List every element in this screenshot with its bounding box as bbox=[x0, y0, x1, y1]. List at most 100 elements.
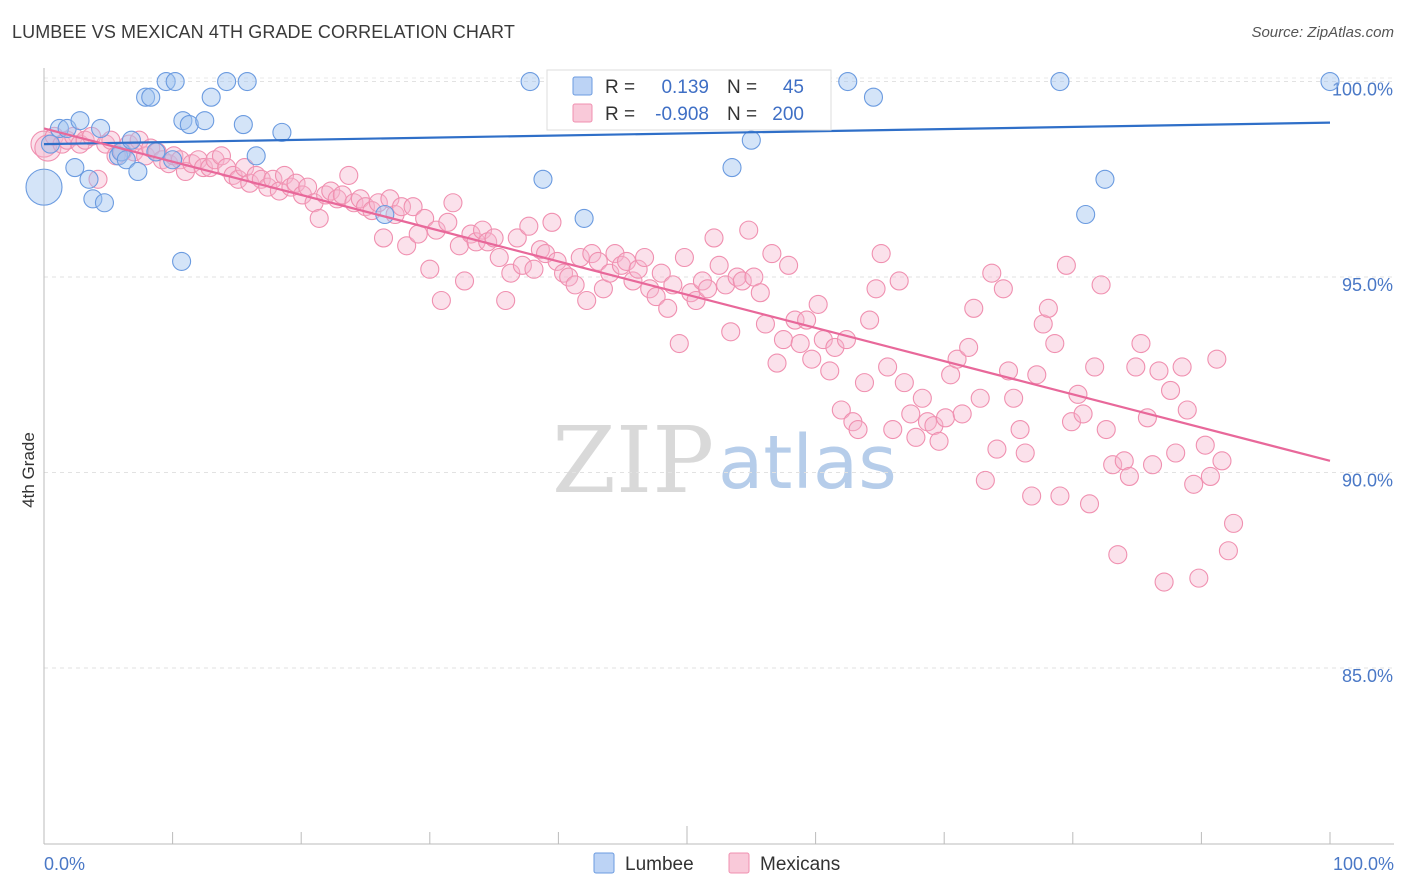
mexican-point bbox=[935, 408, 956, 428]
stats-legend: R = 0.139 N = 45 R = -0.908 N = 200 bbox=[546, 69, 832, 131]
lumbee-point bbox=[1095, 169, 1115, 189]
mexican-point bbox=[1166, 443, 1186, 463]
lumbee-point bbox=[520, 72, 540, 92]
watermark-atlas: atlas bbox=[718, 420, 897, 506]
lumbee-point bbox=[94, 193, 114, 213]
lumbee-point bbox=[70, 111, 90, 131]
mexican-point bbox=[1033, 314, 1053, 334]
mexican-point bbox=[1172, 357, 1192, 377]
mexican-point bbox=[906, 427, 926, 447]
mexican-point bbox=[339, 165, 359, 185]
legend-r-value-lumbee: 0.139 bbox=[661, 77, 709, 98]
mexican-point bbox=[669, 333, 689, 354]
mexican-point bbox=[854, 373, 875, 393]
mexican-point bbox=[286, 173, 306, 193]
mexican-point bbox=[959, 337, 979, 357]
mexican-point bbox=[802, 349, 822, 369]
legend-r-label-mexicans: R = bbox=[605, 104, 635, 125]
mexican-point bbox=[1085, 357, 1105, 377]
lumbee-point bbox=[121, 130, 141, 150]
x-tick-label-max: 100.0% bbox=[1333, 854, 1394, 874]
mexican-point bbox=[1131, 333, 1151, 354]
mexican-point bbox=[1056, 255, 1076, 275]
mexican-point bbox=[274, 165, 295, 185]
mexican-point bbox=[530, 240, 550, 260]
y-tick-labels: 85.0% 90.0% 95.0% 100.0% bbox=[1332, 80, 1393, 686]
mexican-point bbox=[559, 267, 579, 287]
mexican-point bbox=[1027, 365, 1047, 385]
legend-r-value-mexicans: -0.908 bbox=[655, 104, 709, 125]
mexican-point bbox=[507, 228, 527, 248]
lumbee-point bbox=[1076, 204, 1096, 225]
mexican-point bbox=[496, 290, 516, 311]
watermark-zip: ZIP bbox=[552, 407, 714, 514]
mexican-point bbox=[790, 333, 810, 354]
mexican-point bbox=[1091, 275, 1111, 295]
mexican-point bbox=[1015, 443, 1035, 463]
series-legend: Lumbee Mexicans bbox=[593, 852, 840, 875]
mexican-point bbox=[1096, 419, 1116, 440]
mexican-point bbox=[871, 244, 891, 264]
mexican-point bbox=[438, 212, 458, 232]
mexican-point bbox=[982, 263, 1002, 283]
mexican-point bbox=[1073, 404, 1093, 424]
mexican-point bbox=[727, 267, 747, 287]
mexican-point bbox=[1126, 357, 1146, 377]
mexican-point bbox=[380, 189, 400, 209]
trend-lines bbox=[43, 121, 1331, 462]
lumbee-point bbox=[272, 122, 292, 142]
mexican-point bbox=[403, 197, 423, 217]
y-tick-label: 90.0% bbox=[1342, 471, 1393, 491]
mexican-point bbox=[975, 470, 995, 490]
legend-n-value-mexicans: 200 bbox=[772, 104, 804, 125]
mexican-point bbox=[484, 228, 504, 248]
lumbee-point bbox=[79, 169, 99, 189]
mexican-point bbox=[773, 330, 794, 350]
lumbee-point bbox=[201, 87, 221, 107]
legend-n-label-mexicans: N = bbox=[727, 104, 757, 125]
lumbee-point bbox=[179, 115, 199, 135]
lumbee-point bbox=[91, 118, 111, 139]
series-mexicans bbox=[30, 126, 1244, 592]
chart-title: LUMBEE VS MEXICAN 4TH GRADE CORRELATION … bbox=[12, 22, 515, 42]
mexican-point bbox=[825, 337, 845, 357]
mexican-point bbox=[924, 416, 944, 436]
mexican-point bbox=[1119, 466, 1139, 487]
mexican-point bbox=[443, 193, 463, 213]
lumbee-point bbox=[722, 158, 742, 178]
mexican-point bbox=[1022, 486, 1042, 506]
mexican-point bbox=[721, 322, 741, 342]
lumbee-point bbox=[195, 111, 215, 131]
mexican-point bbox=[860, 310, 880, 330]
mexican-point bbox=[866, 279, 886, 299]
lumbee-trend-line bbox=[43, 121, 1331, 146]
mexican-point bbox=[1010, 419, 1030, 440]
mexican-point bbox=[1038, 298, 1058, 318]
mexican-point bbox=[987, 439, 1007, 459]
mexican-point bbox=[535, 244, 556, 264]
mexican-point bbox=[321, 181, 341, 201]
mexican-point bbox=[1184, 474, 1204, 494]
mexican-point bbox=[709, 255, 729, 275]
mexican-point bbox=[373, 228, 394, 248]
lumbee-point bbox=[65, 158, 85, 178]
mexican-point bbox=[628, 259, 648, 279]
mexican-point bbox=[235, 158, 255, 178]
mexican-point bbox=[420, 259, 440, 279]
mexican-point bbox=[1160, 380, 1181, 400]
mexican-point bbox=[1189, 568, 1209, 588]
bottom-legend-swatch-mexicans bbox=[728, 852, 750, 874]
mexican-point bbox=[1004, 388, 1024, 408]
mexican-point bbox=[1177, 400, 1197, 420]
mexican-point bbox=[1149, 361, 1169, 381]
mexican-point bbox=[617, 251, 637, 271]
mexican-point bbox=[732, 271, 752, 291]
mexican-point bbox=[658, 298, 678, 318]
lumbee-point bbox=[165, 72, 185, 92]
y-tick-label: 95.0% bbox=[1342, 275, 1393, 295]
lumbee-point bbox=[1320, 72, 1340, 92]
mexican-point bbox=[1154, 572, 1174, 592]
mexican-point bbox=[1207, 349, 1227, 369]
mexican-point bbox=[1200, 466, 1220, 487]
mexican-point bbox=[952, 404, 972, 424]
